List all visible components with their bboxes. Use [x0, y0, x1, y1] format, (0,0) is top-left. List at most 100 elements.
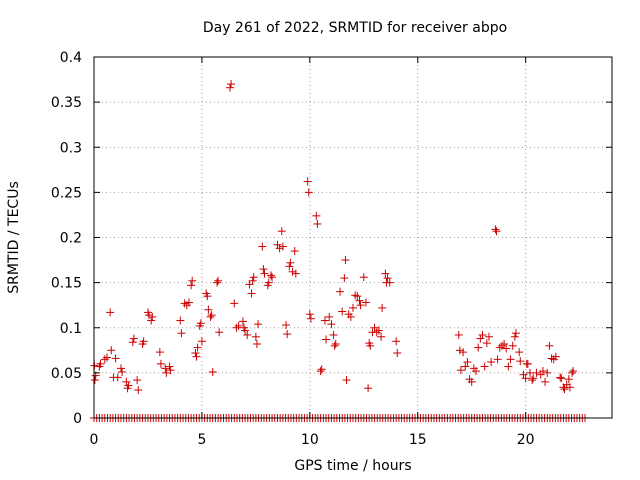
data-point [392, 337, 401, 346]
data-point [304, 188, 313, 197]
data-point [277, 227, 286, 236]
data-point [188, 276, 197, 285]
data-point [551, 352, 560, 361]
data-point [162, 368, 171, 377]
data-point [506, 355, 515, 364]
data-point [156, 359, 165, 368]
data-point [351, 291, 360, 300]
data-point [286, 258, 295, 267]
data-point [252, 339, 261, 348]
data-point [180, 299, 189, 308]
y-tick-label: 0.35 [51, 95, 82, 111]
data-point [268, 273, 277, 282]
data-point [472, 367, 481, 376]
data-point [122, 377, 131, 386]
data-point [196, 319, 205, 328]
data-point [305, 310, 314, 319]
data-point [166, 366, 175, 375]
data-point [124, 381, 133, 390]
data-point [197, 337, 206, 346]
data-point [529, 374, 538, 383]
data-point [303, 177, 312, 186]
data-point [474, 343, 483, 352]
y-tick-labels: 0 0.05 0.1 0.15 0.2 0.25 0.3 0.35 0.4 [51, 50, 82, 427]
data-point [569, 367, 578, 376]
data-point [251, 332, 260, 341]
data-point [227, 80, 236, 89]
data-point [521, 374, 530, 383]
data-point [456, 366, 465, 375]
data-point [372, 328, 381, 337]
data-point [331, 339, 340, 348]
data-point [340, 274, 349, 283]
data-point [385, 278, 394, 287]
y-tick-label: 0.05 [51, 366, 82, 382]
data-point [459, 348, 468, 357]
data-point [502, 344, 511, 353]
x-tick-labels: 0 5 10 15 20 [90, 432, 535, 448]
data-point [313, 219, 322, 228]
data-point [288, 267, 297, 276]
data-point [264, 278, 273, 287]
data-point [247, 289, 256, 298]
data-point [330, 341, 339, 350]
data-point [353, 292, 362, 301]
data-point [461, 362, 470, 371]
data-point [232, 323, 241, 332]
data-point [225, 83, 234, 92]
data-point [545, 341, 554, 350]
data-point [355, 296, 364, 305]
data-point [203, 292, 212, 301]
data-point [377, 332, 386, 341]
data-point [491, 225, 500, 234]
data-point [482, 339, 491, 348]
data-point [528, 376, 537, 385]
data-point [259, 265, 268, 274]
data-point [275, 244, 284, 253]
data-point [100, 355, 109, 364]
data-point [560, 385, 569, 394]
data-point [128, 338, 137, 347]
data-point [541, 377, 550, 386]
data-point [383, 274, 392, 283]
data-point [192, 352, 201, 361]
data-point [193, 343, 202, 352]
data-point [107, 346, 116, 355]
data-point [515, 348, 524, 357]
data-point [147, 316, 156, 325]
grid [94, 57, 612, 418]
data-point [359, 273, 368, 282]
data-point [316, 367, 325, 376]
data-point [487, 358, 496, 367]
data-point [230, 299, 239, 308]
data-point [338, 307, 347, 316]
data-point [366, 341, 375, 350]
data-point [312, 211, 321, 220]
data-point [341, 256, 350, 265]
data-point [455, 346, 464, 355]
data-point [290, 247, 299, 256]
y-tick-label: 0.1 [60, 321, 82, 337]
data-point [349, 303, 357, 312]
data-point [285, 262, 294, 271]
data-point [361, 298, 370, 307]
data-point [176, 316, 185, 325]
data-point [96, 359, 105, 368]
data-point [291, 269, 300, 278]
data-point [492, 227, 501, 236]
data-point [508, 341, 517, 350]
y-tick-label: 0.2 [60, 231, 82, 247]
chart-title: Day 261 of 2022, SRMTID for receiver abp… [203, 20, 507, 36]
data-point [523, 359, 532, 368]
data-point [346, 312, 355, 321]
data-point [327, 320, 336, 329]
data-point [532, 368, 541, 377]
data-point [206, 312, 215, 321]
data-point [283, 330, 292, 339]
data-point [454, 330, 463, 339]
data-point [177, 329, 186, 338]
data-point [495, 343, 504, 352]
data-point [273, 240, 282, 249]
x-axis-title: GPS time / hours [294, 458, 411, 474]
